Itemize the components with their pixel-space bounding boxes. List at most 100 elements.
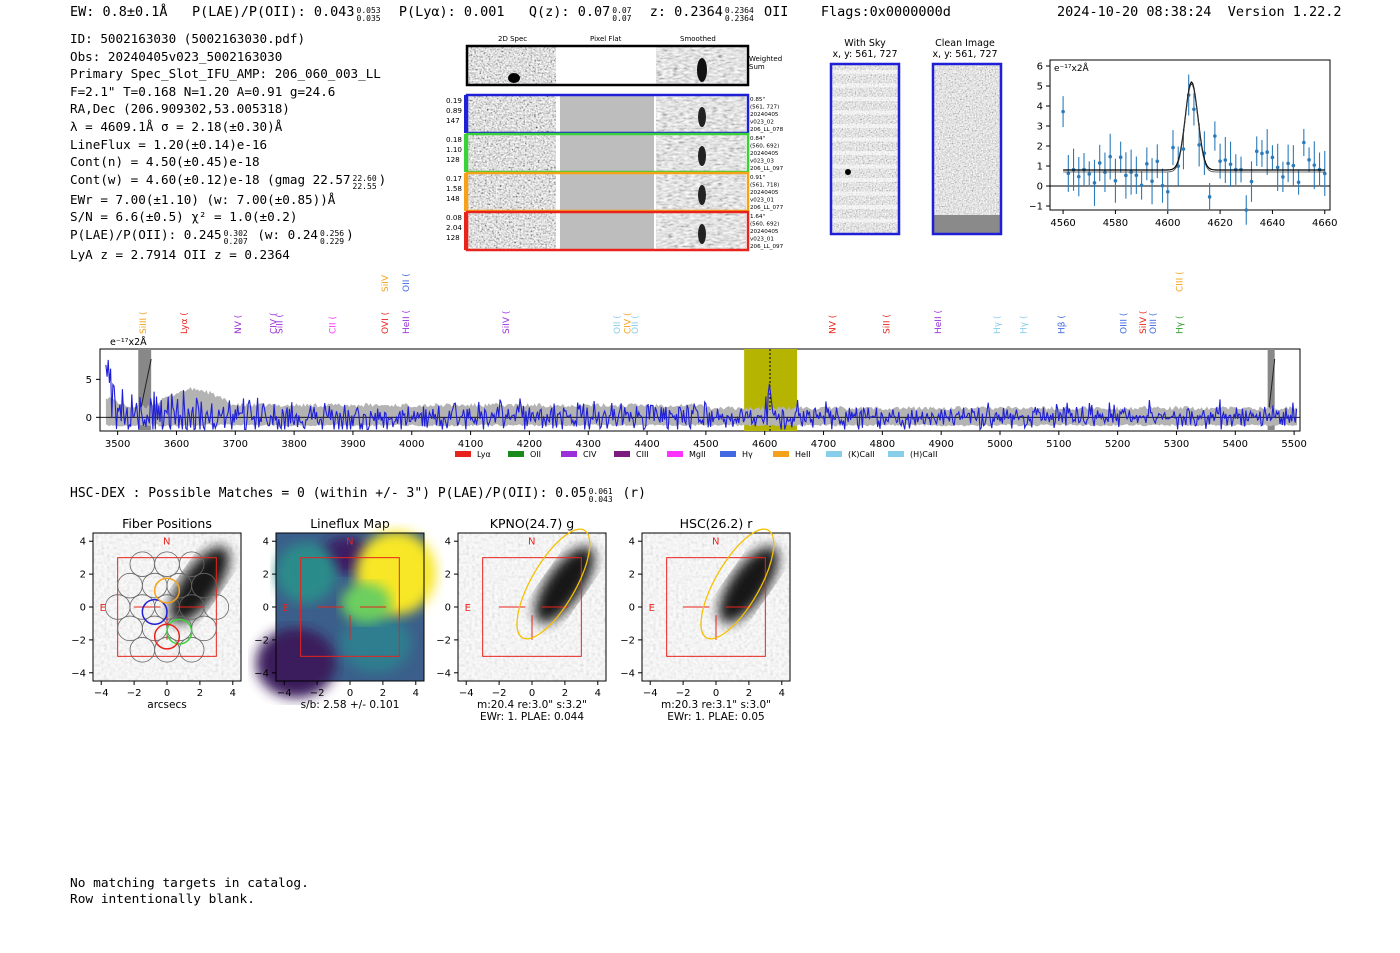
header-plae-lo: 0.035 <box>356 14 381 23</box>
panel-xtick-label: −2 <box>676 688 691 699</box>
clean-frame <box>931 62 1003 236</box>
clean-image-masked <box>934 215 1000 233</box>
zoom-point <box>1244 208 1249 212</box>
sky-stripe <box>832 110 898 115</box>
zoom-frame <box>1049 59 1331 211</box>
zoom-point <box>1228 162 1233 167</box>
zoom-chart: 4560 4580 4600 4620 4640 4660 6 5 4 3 2 1 0 −1 e⁻¹⁷x2… <box>1030 59 1337 229</box>
spectrum-xtick-label: 4400 <box>634 439 659 450</box>
zoom-point <box>1286 161 1290 166</box>
weighted-sum-b: Sum <box>749 63 765 71</box>
zoom-point <box>1207 195 1212 199</box>
spectral-line-label: SiIV ( <box>1139 311 1149 334</box>
row-meta: (560, 692) <box>750 222 779 228</box>
legend-swatch <box>888 451 904 457</box>
spectral-line-label: OII ( <box>631 315 641 334</box>
header-z-line: OII <box>763 4 789 20</box>
legend-label: (H)CaII <box>910 450 937 459</box>
spectral-line-label: SiIII ( <box>139 311 149 334</box>
row-stat: 0.89 <box>446 106 462 115</box>
east-label: E <box>649 603 655 614</box>
row-flat-image <box>560 173 654 211</box>
zoom-xtick-label: 4620 <box>1207 218 1232 229</box>
row-2d-image <box>468 173 556 211</box>
fiber-blue <box>141 598 168 626</box>
row-stat: 1.10 <box>446 145 462 154</box>
sky-stripe <box>832 124 898 128</box>
panel-xtick-label: −4 <box>643 688 658 699</box>
zoom-point <box>1145 162 1149 166</box>
clean-label: Clean Image <box>935 38 995 49</box>
zoom-point <box>1302 140 1306 145</box>
panel-xtick-label: 2 <box>380 688 386 699</box>
zoom-point <box>1108 154 1112 159</box>
panel-title: Lineflux Map <box>310 516 390 531</box>
spectrum-xtick-label: 4300 <box>576 439 601 450</box>
info-contw-hi: 22.60 <box>352 173 377 183</box>
aperture-ellipse <box>516 528 591 640</box>
spectrum-xtick-label: 3500 <box>105 439 130 450</box>
spectral-line-label: Lyα ( <box>180 312 190 334</box>
zoom-point <box>1270 155 1275 160</box>
zoom-point <box>1197 143 1201 147</box>
spectral-line-label: Hγ ( <box>1175 316 1185 334</box>
spectral-line-label: OVI ( <box>381 312 391 334</box>
info-obs: Obs: 20240405v023_5002163030 <box>70 48 283 64</box>
panel-ytick-label: −2 <box>254 635 269 646</box>
panel-caption: EWr: 1. PLAE: 0.044 <box>480 711 584 723</box>
row-meta: (560, 692) <box>750 144 779 150</box>
zoom-point <box>1134 173 1139 178</box>
panel-ytick-label: 0 <box>263 603 269 614</box>
zoom-ytick-label: −1 <box>1030 202 1043 213</box>
spectrum-xtick-label: 4800 <box>870 439 895 450</box>
east-label: E <box>100 603 106 614</box>
legend-label: OII <box>530 450 541 459</box>
legend-swatch <box>561 451 577 457</box>
info-lambda: λ = 4609.1Å σ = 2.18(±0.30)Å <box>70 118 283 134</box>
zoom-xtick-label: 4600 <box>1155 218 1180 229</box>
panel-xtick-label: 4 <box>595 688 601 699</box>
legend-swatch <box>720 451 736 457</box>
panel-xtick-label: 2 <box>197 688 203 699</box>
north-label: N <box>528 537 535 548</box>
panel-xtick-label: −2 <box>310 688 325 699</box>
hsc-summary-tail: (r) <box>622 486 646 501</box>
row-flat-image <box>560 95 654 133</box>
spectral-line-label: CIV ( <box>269 313 279 334</box>
header-q-hi: 0.07 <box>612 6 632 15</box>
info-contn: Cont(n) = 4.50(±0.45)e-18 <box>70 154 260 170</box>
sky-stripe <box>832 97 898 101</box>
panel-ytick-label: 4 <box>445 537 451 548</box>
weighted-smooth-spot <box>697 58 707 82</box>
zoom-ytick-label: 6 <box>1037 62 1043 73</box>
row-meta: 0.85" <box>750 97 765 103</box>
col-2d-label: 2D Spec <box>498 35 528 43</box>
galaxy <box>534 546 595 624</box>
panel-caption: m:20.3 re:3.1" s:3.0" <box>661 699 771 711</box>
panel-ytick-label: 0 <box>445 603 451 614</box>
footer-line-1: No matching targets in catalog. <box>70 876 309 891</box>
col-flat-label: Pixel Flat <box>590 35 622 43</box>
info-plae-label: P(LAE)/P(OII): 0.245 <box>70 226 222 242</box>
panel-title: KPNO(24.7) g <box>490 516 574 531</box>
panel-ytick-label: −4 <box>436 668 451 679</box>
row-smooth-spot <box>698 185 706 205</box>
zoom-fit-line-2 <box>1063 83 1325 173</box>
info-lya-z: LyA z = 2.7914 OII z = 0.2364 <box>70 246 290 262</box>
zoom-point <box>1171 145 1175 150</box>
spectrum-xtick-label: 5100 <box>1046 439 1071 450</box>
spectrum-xtick-label: 5400 <box>1223 439 1248 450</box>
spectral-line-label: CII ( <box>328 316 338 334</box>
cutout-rows: 0.85"(561, 727)20240405v023_02206_LL_078… <box>446 93 784 252</box>
panel-xtick-label: 2 <box>746 688 752 699</box>
with-sky-title: With Sky x, y: 561, 727 <box>828 38 902 60</box>
panel-xtick-label: −2 <box>127 688 142 699</box>
header-flags: Flags:0x0000000d <box>820 4 951 20</box>
spectrum-xtick-label: 4200 <box>517 439 542 450</box>
legend-label: MgII <box>689 450 706 459</box>
weighted-sum-a: Weighted <box>749 55 783 63</box>
zoom-point <box>1249 179 1254 184</box>
header-q: Q(z): 0.07 <box>528 4 611 20</box>
spectrum-xtick-label: 5000 <box>987 439 1012 450</box>
row-meta: 20240405 <box>750 151 779 157</box>
